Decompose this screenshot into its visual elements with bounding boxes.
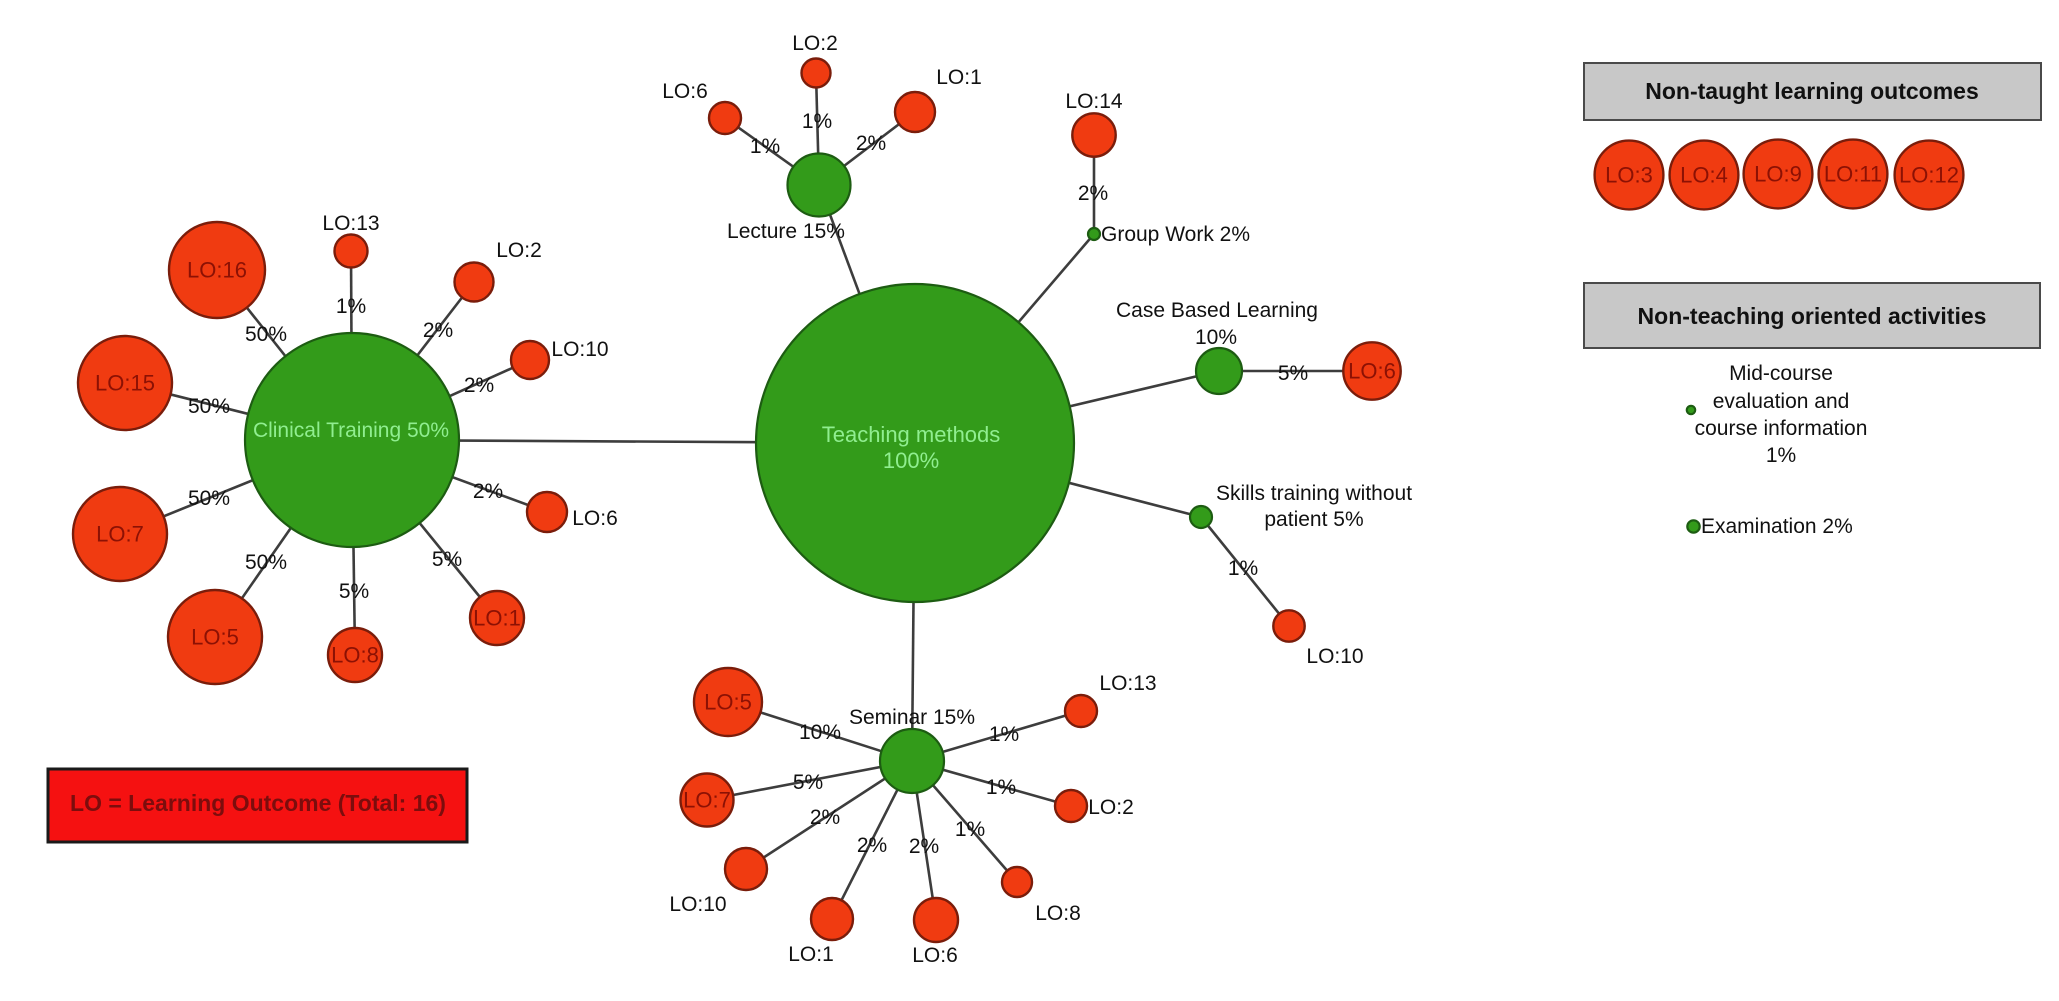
svg-text:LO:6: LO:6 <box>912 944 958 967</box>
svg-text:Skills training without: Skills training without <box>1216 482 1412 505</box>
svg-text:2%: 2% <box>857 834 887 857</box>
svg-text:2%: 2% <box>423 319 453 342</box>
svg-text:1%: 1% <box>989 723 1019 746</box>
svg-text:LO:6: LO:6 <box>572 507 618 530</box>
svg-text:LO:10: LO:10 <box>1306 645 1363 668</box>
svg-text:1%: 1% <box>986 776 1016 799</box>
svg-text:Teaching methods: Teaching methods <box>822 422 1001 447</box>
svg-text:1%: 1% <box>336 295 366 318</box>
svg-text:1%: 1% <box>750 135 780 158</box>
svg-text:LO:1: LO:1 <box>788 943 834 966</box>
svg-text:1%: 1% <box>955 818 985 841</box>
svg-text:2%: 2% <box>473 480 503 503</box>
svg-text:LO:2: LO:2 <box>792 32 838 55</box>
svg-text:1%: 1% <box>1228 557 1258 580</box>
svg-text:LO:13: LO:13 <box>322 212 379 235</box>
svg-text:LO:3: LO:3 <box>1605 163 1653 188</box>
svg-text:LO:6: LO:6 <box>662 80 708 103</box>
svg-text:2%: 2% <box>810 806 840 829</box>
svg-text:course information: course information <box>1695 417 1868 440</box>
svg-text:LO:2: LO:2 <box>1088 796 1134 819</box>
svg-text:LO:1: LO:1 <box>473 606 521 631</box>
svg-text:evaluation and: evaluation and <box>1713 390 1850 413</box>
svg-text:5%: 5% <box>432 548 462 571</box>
svg-text:LO:7: LO:7 <box>683 788 731 813</box>
svg-text:Seminar 15%: Seminar 15% <box>849 706 975 729</box>
svg-text:LO:8: LO:8 <box>1035 902 1081 925</box>
svg-text:LO = Learning Outcome (Total:: LO = Learning Outcome (Total: 16) <box>70 790 446 816</box>
svg-text:LO:4: LO:4 <box>1680 163 1728 188</box>
svg-text:LO:7: LO:7 <box>96 522 144 547</box>
svg-text:patient 5%: patient 5% <box>1264 508 1363 531</box>
svg-text:Clinical Training 50%: Clinical Training 50% <box>253 419 449 442</box>
svg-text:50%: 50% <box>188 395 230 418</box>
svg-text:10%: 10% <box>1195 326 1237 349</box>
svg-text:Non-teaching oriented activiti: Non-teaching oriented activities <box>1638 303 1987 329</box>
svg-text:Lecture 15%: Lecture 15% <box>727 220 845 243</box>
svg-text:5%: 5% <box>793 771 823 794</box>
svg-text:LO:5: LO:5 <box>704 690 752 715</box>
svg-text:2%: 2% <box>909 835 939 858</box>
svg-text:LO:9: LO:9 <box>1754 162 1802 187</box>
svg-text:Mid-course: Mid-course <box>1729 362 1833 385</box>
svg-text:LO:16: LO:16 <box>187 258 247 283</box>
svg-text:LO:6: LO:6 <box>1348 359 1396 384</box>
svg-text:Examination 2%: Examination 2% <box>1701 515 1853 538</box>
svg-text:LO:8: LO:8 <box>331 643 379 668</box>
svg-text:Case Based Learning: Case Based Learning <box>1116 299 1318 322</box>
svg-text:50%: 50% <box>245 551 287 574</box>
svg-text:LO:10: LO:10 <box>669 893 726 916</box>
svg-text:50%: 50% <box>188 487 230 510</box>
svg-text:5%: 5% <box>339 580 369 603</box>
svg-text:LO:14: LO:14 <box>1065 90 1123 113</box>
svg-text:10%: 10% <box>799 721 841 744</box>
svg-text:2%: 2% <box>464 374 494 397</box>
svg-text:LO:13: LO:13 <box>1099 672 1156 695</box>
svg-text:2%: 2% <box>1078 182 1108 205</box>
svg-text:Group Work 2%: Group Work 2% <box>1101 223 1250 246</box>
svg-text:LO:12: LO:12 <box>1899 163 1959 188</box>
svg-text:2%: 2% <box>856 132 886 155</box>
svg-text:LO:10: LO:10 <box>551 338 608 361</box>
svg-text:LO:2: LO:2 <box>496 239 542 262</box>
svg-text:Non-taught learning outcomes: Non-taught learning outcomes <box>1645 78 1979 104</box>
svg-text:5%: 5% <box>1278 362 1308 385</box>
svg-text:LO:5: LO:5 <box>191 625 239 650</box>
svg-text:LO:1: LO:1 <box>936 66 982 89</box>
svg-text:LO:15: LO:15 <box>95 371 155 396</box>
svg-text:1%: 1% <box>1766 444 1796 467</box>
svg-text:50%: 50% <box>245 323 287 346</box>
svg-text:100%: 100% <box>883 448 939 473</box>
svg-text:LO:11: LO:11 <box>1824 162 1882 187</box>
svg-text:1%: 1% <box>802 110 832 133</box>
